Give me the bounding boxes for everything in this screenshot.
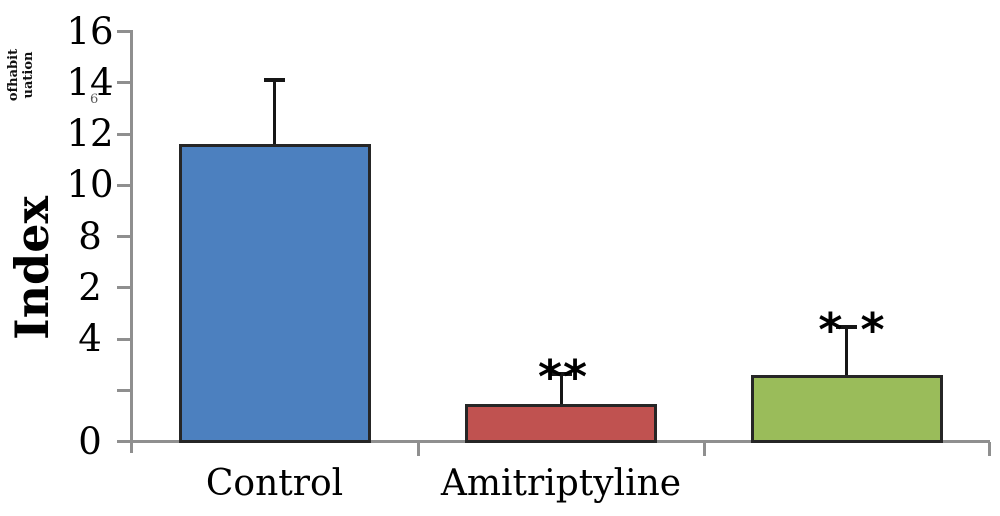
y-axis-tick: [116, 30, 132, 33]
y-axis-tick: [116, 183, 132, 187]
y-tick-label: 10: [66, 163, 114, 207]
y-axis-tick: [116, 235, 132, 238]
y-tick-label: 14: [66, 60, 114, 104]
y-tick-label: 12: [66, 112, 114, 155]
y-axis-wrapped-small-label: ofhabit uation: [6, 45, 38, 105]
y-axis-small-label-line1: ofhabit: [6, 48, 21, 102]
y-axis-line: [130, 30, 133, 453]
x-category-label: Control: [205, 463, 344, 504]
x-axis-tick: [988, 441, 991, 456]
y-axis-title: Index: [5, 196, 59, 340]
y-axis-small-label-line2: uation: [21, 51, 36, 99]
bar: [178, 144, 371, 443]
error-bar-cap: [550, 371, 572, 376]
y-tick-label: 2: [78, 265, 102, 309]
y-tick-label: 8: [78, 214, 102, 258]
significance-marker: * *: [818, 303, 886, 358]
error-bar-line: [273, 80, 276, 145]
bar: [465, 404, 657, 443]
significance-marker: **: [537, 349, 589, 404]
y-axis-tick: [116, 337, 132, 341]
bar: [750, 374, 943, 443]
y-axis-tick: [116, 286, 132, 290]
y-tick-label: 4: [78, 317, 102, 360]
error-bar-cap: [264, 78, 285, 83]
error-bar-line: [845, 327, 848, 375]
x-axis-tick: [417, 441, 420, 456]
error-bar-line: [559, 373, 563, 405]
y-axis-tick: [116, 388, 132, 392]
y-tick-label: 0: [78, 419, 102, 463]
y-axis-tick: [116, 132, 132, 136]
error-bar-cap: [836, 325, 857, 330]
y-axis-tick: [116, 81, 132, 85]
y-tick-label: 16: [66, 9, 114, 53]
x-axis-tick: [703, 441, 706, 456]
stray-tick-label: 6: [90, 92, 99, 107]
x-category-label: Amitriptyline: [440, 463, 682, 504]
